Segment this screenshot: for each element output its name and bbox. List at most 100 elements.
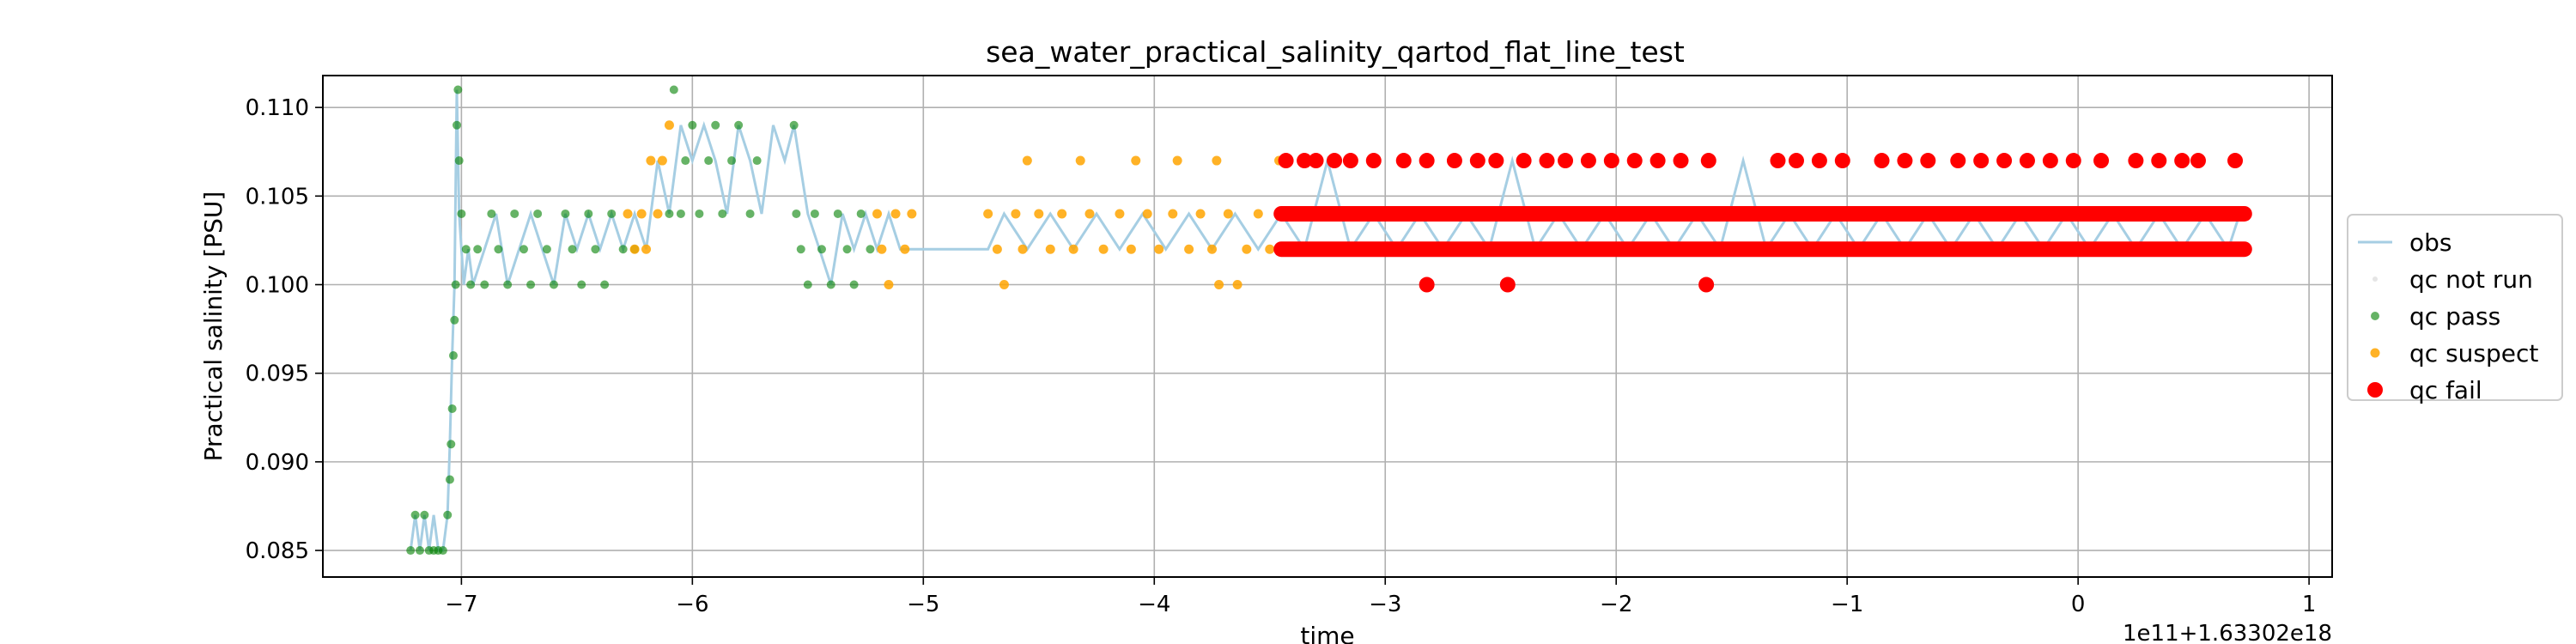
legend-label-qc-fail: qc fail: [2409, 376, 2482, 404]
qc-pass-point: [856, 209, 866, 218]
qc-fail-point: [1297, 153, 1313, 169]
qc-pass-point: [487, 209, 496, 218]
x-tick-label: −3: [1369, 592, 1401, 617]
qc-pass-point: [438, 546, 447, 556]
qc-suspect-point: [653, 209, 663, 219]
qc-suspect-point: [1168, 209, 1178, 219]
qc-pass-point: [503, 280, 513, 289]
qc-pass-point: [445, 475, 454, 484]
qc-fail-point: [2019, 153, 2035, 169]
qc-pass-point: [454, 156, 464, 166]
qc-pass-point: [450, 315, 459, 325]
x-tick-label: −4: [1138, 592, 1170, 617]
qc-fail-point: [1700, 153, 1716, 169]
qc-pass-point: [727, 156, 737, 166]
qc-suspect-point: [1115, 209, 1125, 219]
obs-line: [409, 89, 2241, 552]
legend-swatch-qc-not-run: [2372, 276, 2378, 282]
legend-swatch-qc-fail: [2367, 382, 2383, 398]
qc-suspect-point: [1018, 244, 1028, 254]
qc-suspect-point: [983, 209, 993, 219]
qc-fail-point: [1446, 153, 1462, 169]
qc-pass-point: [448, 351, 458, 361]
qc-fail-point: [1278, 153, 1294, 169]
qc-pass-point: [810, 209, 819, 218]
qc-fail-point: [2174, 153, 2190, 169]
y-tick-label: 0.090: [246, 450, 309, 476]
qc-fail-point: [1539, 153, 1555, 169]
qc-fail-dense-band: [1273, 241, 2252, 258]
qc-suspect-point: [646, 155, 656, 166]
qc-pass-point: [789, 120, 799, 130]
qc-pass-point: [718, 209, 727, 218]
qc-pass-point: [406, 546, 416, 556]
qc-fail-point: [1488, 153, 1504, 169]
qc-pass-point: [453, 120, 461, 130]
qc-fail-point: [1419, 153, 1435, 169]
qc-suspect-point: [1195, 209, 1206, 219]
qc-fail-point: [1789, 153, 1804, 169]
qc-pass-point: [549, 280, 558, 289]
x-tick-label: −1: [1831, 592, 1863, 617]
legend-swatch-qc-suspect: [2370, 348, 2380, 358]
qc-fail-point: [1603, 153, 1619, 169]
qc-fail-point: [1516, 153, 1532, 169]
axis-ticks: −7 −6 −5 −4 −3 −2 −1 0 1 0.085 0.090 0.095 0.100 0.10…: [246, 95, 2317, 617]
qc-suspect-point: [657, 155, 667, 166]
qc-pass-point: [420, 510, 429, 519]
qc-pass-point: [817, 245, 826, 254]
qc-fail-point: [1499, 276, 1516, 293]
x-tick-label: −7: [445, 592, 477, 617]
qc-fail-point: [1920, 153, 1936, 169]
qc-fail-point: [1558, 153, 1574, 169]
qc-fail-point: [2042, 153, 2058, 169]
qc-fail-point: [1811, 153, 1827, 169]
qc-pass-point: [584, 209, 593, 218]
chart-title: sea_water_practical_salinity_qartod_flat…: [986, 35, 1685, 69]
qc-fail-point: [1996, 153, 2013, 169]
qc-pass-point: [533, 209, 543, 218]
qc-pass-point: [568, 245, 577, 254]
qc-pass-point: [526, 280, 536, 289]
y-tick-label: 0.110: [246, 95, 309, 121]
qc-pass-point: [688, 120, 697, 130]
qc-fail-point: [1308, 153, 1324, 169]
qc-pass-point: [451, 280, 460, 289]
qc-pass-point: [792, 209, 801, 218]
qc-pass-point: [618, 245, 628, 254]
qc-fail-point: [1874, 153, 1890, 169]
qc-suspect-point: [1253, 209, 1263, 219]
qc-suspect-point: [664, 120, 674, 131]
qc-pass-point: [457, 209, 466, 218]
x-tick-label: −5: [907, 592, 939, 617]
qc-fail-point: [1673, 153, 1689, 169]
qc-pass-point: [542, 245, 551, 254]
qc-suspect-point: [1022, 155, 1032, 166]
x-tick-label: −6: [676, 592, 708, 617]
qc-suspect-point: [877, 244, 887, 254]
y-tick-label: 0.085: [246, 538, 309, 564]
qc-fail-point: [1419, 276, 1435, 293]
qc-fail-point: [1365, 153, 1382, 169]
qc-pass-point: [591, 245, 600, 254]
qc-fail-point: [1698, 276, 1715, 293]
qc-fail-point: [1395, 153, 1412, 169]
qc-pass-point: [473, 245, 483, 254]
qc-pass-point: [833, 209, 842, 218]
qc-suspect-point: [907, 209, 917, 219]
legend-label-obs: obs: [2409, 228, 2452, 257]
qc-fail-point: [2065, 153, 2081, 169]
qc-pass-point: [695, 209, 704, 218]
qc-pass-point: [447, 404, 457, 413]
legend-swatch-qc-pass: [2371, 312, 2379, 320]
qc-suspect-point: [1075, 155, 1085, 166]
qc-fail-point: [1626, 153, 1643, 169]
qc-suspect-point: [1034, 209, 1044, 219]
qc-pass-point: [745, 209, 755, 218]
qc-pass-point: [510, 209, 519, 218]
qc-suspect-point: [872, 209, 883, 219]
qc-suspect-point: [1232, 280, 1242, 290]
qc-suspect-point: [999, 280, 1009, 290]
qc-pass-point: [607, 209, 617, 218]
